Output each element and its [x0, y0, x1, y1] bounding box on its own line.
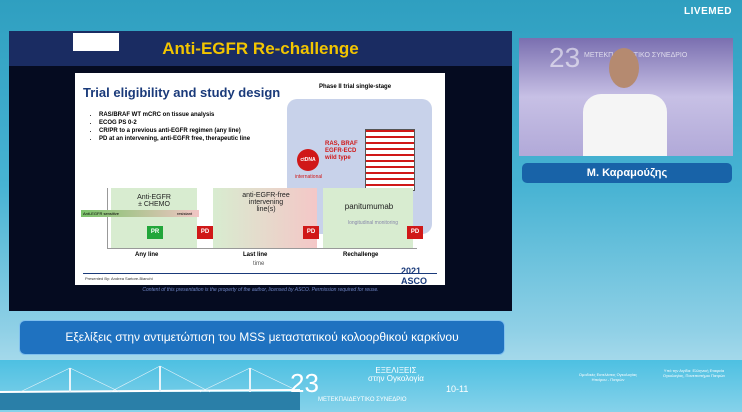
- time-axis-label: time: [253, 261, 265, 267]
- ctdna-note: international: [295, 174, 323, 180]
- event-dates: 10-11: [446, 384, 469, 394]
- phase-zone-3: [323, 188, 413, 248]
- event-title-line2: στην Ογκολογία: [368, 374, 424, 383]
- congress-subtitle: ΜΕΤΕΚΠΑΙΔΕΥΤΙΚΟ ΣΥΝΕΔΡΙΟ: [318, 397, 407, 403]
- pd-badge-2: PD: [303, 226, 319, 239]
- ctdna-status: RAS, BRAF EGFR-ECD wild type: [325, 141, 358, 161]
- phase-2-label: anti-EGFR-free intervening line(s): [242, 192, 290, 213]
- pd-badge-3: PD: [407, 226, 423, 239]
- speaker-head: [609, 48, 639, 88]
- video-bg-number: 23: [549, 42, 581, 73]
- event-sponsors: Υπό την Αιγίδα: Ελληνική Εταιρεία Ογκολο…: [662, 368, 726, 378]
- event-title: ΕΞΕΛΙΞΕΙΣ στην Ογκολογία: [368, 367, 424, 383]
- legend-resistant: resistant: [177, 211, 193, 216]
- phase-1-label: Anti-EGFR ± CHEMO: [137, 194, 171, 208]
- bridge-illustration: [0, 365, 300, 410]
- eligibility-item: ECOG PS 0-2: [99, 119, 250, 127]
- slide-heading: Trial eligibility and study design: [83, 85, 281, 100]
- line-label-last: Last line: [243, 252, 268, 258]
- slide-panel: Anti-EGFR Re-challenge Trial eligibility…: [9, 31, 512, 311]
- phase-zone-2: [213, 188, 317, 248]
- brand-logo: LIVEMED: [684, 6, 732, 17]
- footer-rule: [83, 273, 437, 274]
- legend-sensitive: Anti-EGFR sensitive: [83, 211, 120, 216]
- eligibility-item: PD at an intervening, anti-EGFR free, th…: [99, 135, 250, 143]
- mutation-table: [365, 129, 415, 191]
- presenter-credit: Presented By: Andrea Sartore-Bianchi: [85, 276, 153, 281]
- event-title-line1: ΕΞΕΛΙΞΕΙΣ: [375, 366, 417, 375]
- pr-badge: PR: [147, 226, 163, 239]
- y-axis: [107, 188, 108, 248]
- ctdna-badge: ctDNA: [297, 149, 319, 171]
- study-design-chart: Anti-EGFR ± CHEMO anti-EGFR-free interveni…: [105, 188, 423, 268]
- speaker-body: [583, 94, 667, 156]
- line-label-rechallenge: Rechallenge: [343, 252, 379, 258]
- eligibility-item: RAS/BRAF WT mCRC on tissue analysis: [99, 111, 250, 119]
- eligibility-item: CR/PR to a previous anti-EGFR regimen (a…: [99, 127, 250, 135]
- trial-label: Phase II trial single-stage: [319, 84, 392, 90]
- speaker-video: 23 ΜΕΤΕΚΠΑΙΔΕΥΤΙΚΟ ΣΥΝΕΔΡΙΟ: [519, 38, 733, 156]
- slide-disclaimer: Content of this presentation is the prop…: [142, 287, 379, 293]
- line-label-any: Any line: [135, 252, 159, 258]
- monitoring-label: longitudinal monitoring: [347, 220, 399, 226]
- institution-logo: [73, 33, 119, 51]
- slide-body: Trial eligibility and study design RAS/B…: [75, 73, 445, 286]
- sensitivity-legend-bar: [81, 210, 199, 217]
- phase-3-label: panitumumab: [344, 202, 394, 211]
- congress-number: 23: [290, 368, 319, 398]
- event-organizer: Ομαδικές Εκτελέσεις Ογκολογίας Ηπείρου -…: [578, 372, 638, 382]
- asco-logo: 2021 ASCO: [401, 266, 428, 286]
- speaker-name-plate: Μ. Καραμούζης: [522, 163, 732, 183]
- pd-badge-1: PD: [197, 226, 213, 239]
- eligibility-list: RAS/BRAF WT mCRC on tissue analysisECOG …: [89, 111, 250, 143]
- talk-title-caption: Εξελίξεις στην αντιμετώπιση του MSS μετα…: [19, 320, 505, 355]
- x-axis: [107, 248, 417, 249]
